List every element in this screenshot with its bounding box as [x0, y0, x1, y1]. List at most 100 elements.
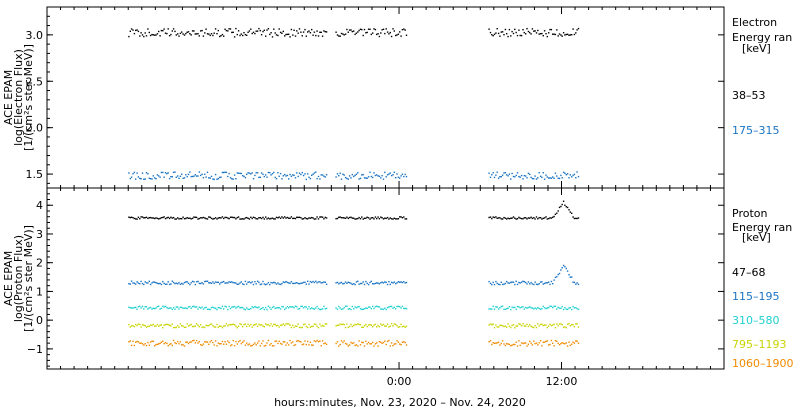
data-point [382, 218, 385, 220]
data-point [338, 324, 340, 326]
data-point [545, 33, 547, 35]
proton-y-axis-label-line: log(Proton Flux) [12, 235, 25, 322]
data-point [212, 218, 214, 220]
data-point [270, 217, 272, 220]
data-point [130, 28, 133, 30]
data-point [248, 218, 251, 220]
data-point [136, 340, 138, 343]
data-point [358, 216, 360, 219]
data-point [510, 326, 512, 329]
data-point [189, 283, 191, 286]
data-point [202, 343, 205, 345]
data-point [174, 282, 176, 285]
data-point [496, 28, 498, 30]
data-point [271, 36, 274, 38]
data-point [381, 281, 383, 283]
data-point [363, 28, 366, 31]
data-point [516, 305, 519, 308]
data-point [397, 218, 400, 220]
data-point [520, 34, 523, 37]
data-point [495, 342, 497, 344]
data-point [403, 175, 405, 178]
data-point [296, 216, 298, 218]
data-point [507, 175, 509, 177]
data-point [529, 217, 531, 219]
data-point [243, 308, 245, 310]
data-point [307, 308, 309, 310]
data-point [381, 217, 383, 219]
data-point [351, 305, 353, 308]
data-point [564, 343, 566, 345]
data-point [266, 283, 268, 285]
data-point [168, 35, 171, 37]
data-point [168, 343, 171, 346]
data-point [340, 323, 343, 326]
data-point [361, 28, 363, 31]
data-point [242, 341, 244, 343]
data-point [489, 340, 492, 342]
data-point [390, 218, 393, 220]
data-point [562, 342, 565, 345]
data-point [557, 210, 559, 212]
data-point [554, 327, 557, 329]
data-point [223, 343, 225, 345]
data-point [550, 177, 553, 179]
data-point [577, 342, 580, 344]
data-point [265, 323, 267, 325]
data-point [171, 323, 173, 325]
data-point [399, 31, 401, 33]
data-point [228, 341, 230, 344]
data-point [167, 281, 169, 283]
data-point [500, 31, 502, 33]
data-point [236, 283, 238, 285]
data-point [170, 176, 172, 178]
data-point [312, 34, 314, 36]
data-point [358, 29, 360, 32]
data-point [317, 35, 320, 37]
data-point [163, 306, 165, 308]
data-point [392, 218, 394, 220]
data-point [288, 307, 290, 309]
data-point [378, 283, 381, 285]
data-point [148, 344, 150, 346]
data-point [254, 174, 256, 177]
data-point [246, 342, 248, 344]
data-point [342, 308, 344, 310]
data-point [181, 325, 183, 327]
data-point [404, 29, 406, 31]
data-point [554, 172, 557, 174]
data-point [147, 173, 149, 175]
data-point [217, 29, 219, 32]
data-point [267, 28, 270, 30]
data-point [390, 35, 393, 38]
data-point [501, 283, 504, 286]
data-point [260, 283, 263, 285]
data-point [279, 172, 282, 175]
data-point [164, 323, 167, 326]
data-point [301, 305, 303, 307]
data-point [200, 344, 202, 346]
data-point [304, 281, 306, 283]
data-point [209, 341, 211, 343]
data-point [185, 174, 187, 176]
data-point [510, 281, 512, 284]
data-point [181, 306, 183, 309]
data-point [558, 206, 561, 209]
data-point [372, 305, 374, 308]
data-point [344, 217, 347, 219]
data-point [271, 325, 274, 327]
proton-legend-title: [keV] [742, 231, 771, 244]
data-point [293, 344, 295, 347]
data-point [309, 308, 312, 310]
data-point [244, 34, 247, 36]
data-point [214, 281, 217, 283]
data-point [235, 178, 237, 180]
data-point [144, 178, 146, 180]
data-point [284, 341, 286, 343]
data-point [351, 173, 353, 176]
data-point [355, 307, 358, 309]
data-point [242, 306, 244, 309]
data-point [354, 174, 356, 177]
data-point [297, 216, 299, 219]
data-point [145, 35, 148, 37]
